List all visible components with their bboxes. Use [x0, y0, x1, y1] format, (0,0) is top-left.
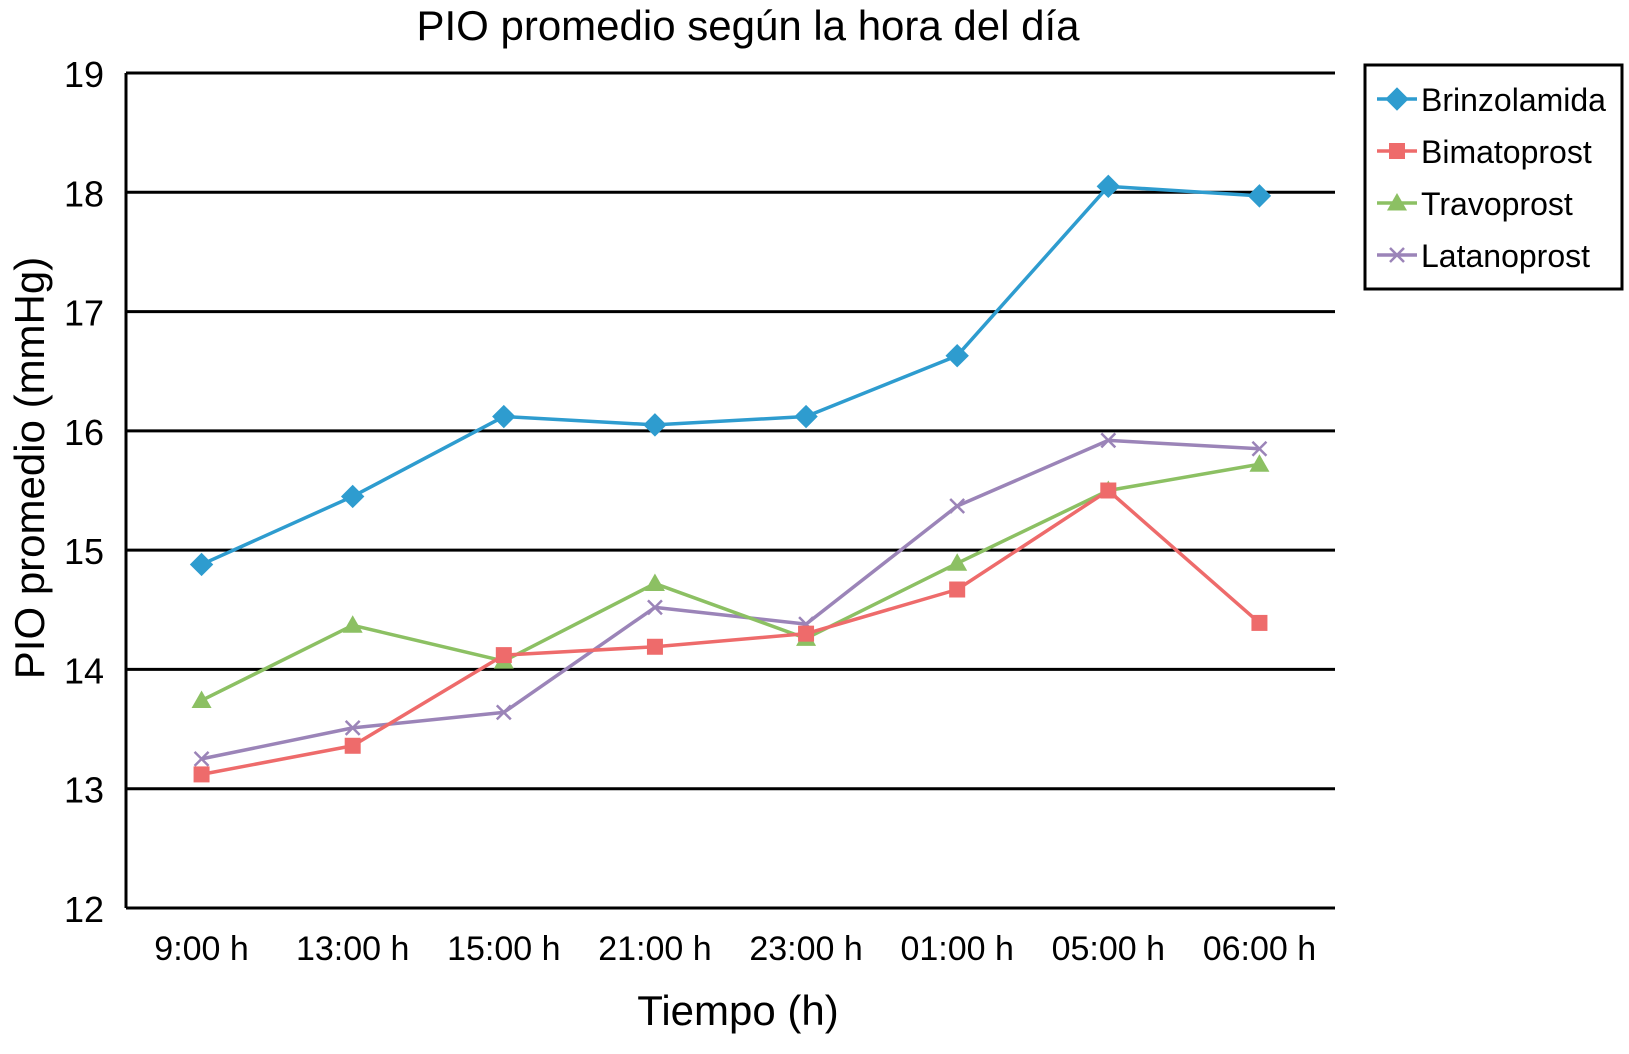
data-point — [647, 599, 663, 616]
legend-marker — [1389, 247, 1405, 263]
x-tick-labels: 9:00 h 13:00 h 15:00 h 21:00 h 23:00 h 01:00 … — [154, 930, 1316, 968]
data-point — [643, 413, 667, 437]
data-point — [1100, 482, 1117, 499]
data-point — [189, 552, 214, 577]
data-point — [1251, 440, 1268, 457]
series-line — [200, 184, 1260, 567]
legend-marker — [1385, 87, 1409, 111]
data-point — [646, 638, 663, 655]
legend-label: Bimatoprost — [1421, 134, 1592, 170]
y-axis-title: PIO promedio (mmHg) — [6, 257, 53, 679]
data-point — [340, 484, 365, 509]
data-point — [492, 404, 516, 429]
series-bimatoprost — [193, 482, 1268, 783]
data-point — [949, 581, 966, 598]
y-tick-label: 18 — [64, 173, 104, 214]
data-point — [193, 751, 210, 767]
x-tick-label: 06:00 h — [1203, 930, 1316, 968]
data-point — [1247, 184, 1272, 208]
data-point — [644, 573, 665, 592]
y-tick-label: 14 — [64, 650, 104, 691]
series-latanoprost — [193, 432, 1268, 767]
y-tick-label: 12 — [64, 889, 104, 930]
data-point — [1100, 432, 1117, 449]
legend-item-travoprost: Travoprost — [1377, 186, 1573, 222]
gridlines — [126, 71, 1335, 791]
series-brinzolamida — [189, 174, 1272, 577]
y-tick-label: 19 — [64, 54, 104, 95]
data-point — [495, 647, 512, 664]
chart-title: PIO promedio según la hora del día — [416, 2, 1080, 49]
data-point — [945, 344, 969, 368]
legend-label: Latanoprost — [1421, 238, 1590, 274]
legend-item-brinzolamida: Brinzolamida — [1377, 82, 1606, 118]
axes — [124, 73, 1335, 910]
data-point — [794, 404, 818, 429]
data-point — [798, 625, 815, 642]
data-point — [344, 719, 361, 736]
x-tick-label: 13:00 h — [296, 930, 409, 968]
series-line — [201, 488, 1261, 777]
data-point — [193, 766, 210, 783]
data-point — [1249, 454, 1270, 472]
x-axis-title: Tiempo (h) — [637, 987, 839, 1034]
legend-label: Travoprost — [1421, 186, 1573, 222]
data-point — [495, 704, 512, 721]
data-point — [947, 553, 968, 571]
x-tick-label: 01:00 h — [900, 930, 1013, 968]
y-tick-label: 17 — [64, 293, 104, 334]
legend-item-latanoprost: Latanoprost — [1377, 238, 1590, 274]
x-tick-label: 21:00 h — [598, 930, 711, 968]
legend-box — [1363, 63, 1624, 291]
legend-item-bimatoprost: Bimatoprost — [1377, 134, 1592, 170]
y-tick-labels: 12 13 14 15 16 17 18 19 — [64, 54, 104, 930]
legend-label: Brinzolamida — [1421, 82, 1606, 118]
data-point — [949, 498, 966, 514]
x-tick-label: 23:00 h — [749, 930, 862, 968]
series-lines — [189, 174, 1272, 783]
series-line — [200, 462, 1260, 703]
y-tick-label: 13 — [64, 770, 104, 811]
data-point — [1251, 614, 1268, 631]
y-tick-label: 16 — [64, 412, 104, 453]
legend-marker — [1387, 193, 1407, 211]
data-point — [342, 615, 363, 633]
data-point — [1096, 174, 1121, 199]
legend-marker — [1389, 143, 1405, 159]
series-line — [201, 438, 1260, 761]
x-tick-label: 15:00 h — [447, 930, 560, 968]
x-tick-label: 9:00 h — [154, 930, 249, 968]
y-tick-label: 15 — [64, 531, 104, 572]
legend: Brinzolamida Bimatoprost Travoprost Latanop… — [1363, 63, 1624, 291]
x-tick-label: 05:00 h — [1052, 930, 1165, 968]
data-point — [344, 737, 361, 754]
data-point — [191, 690, 212, 708]
